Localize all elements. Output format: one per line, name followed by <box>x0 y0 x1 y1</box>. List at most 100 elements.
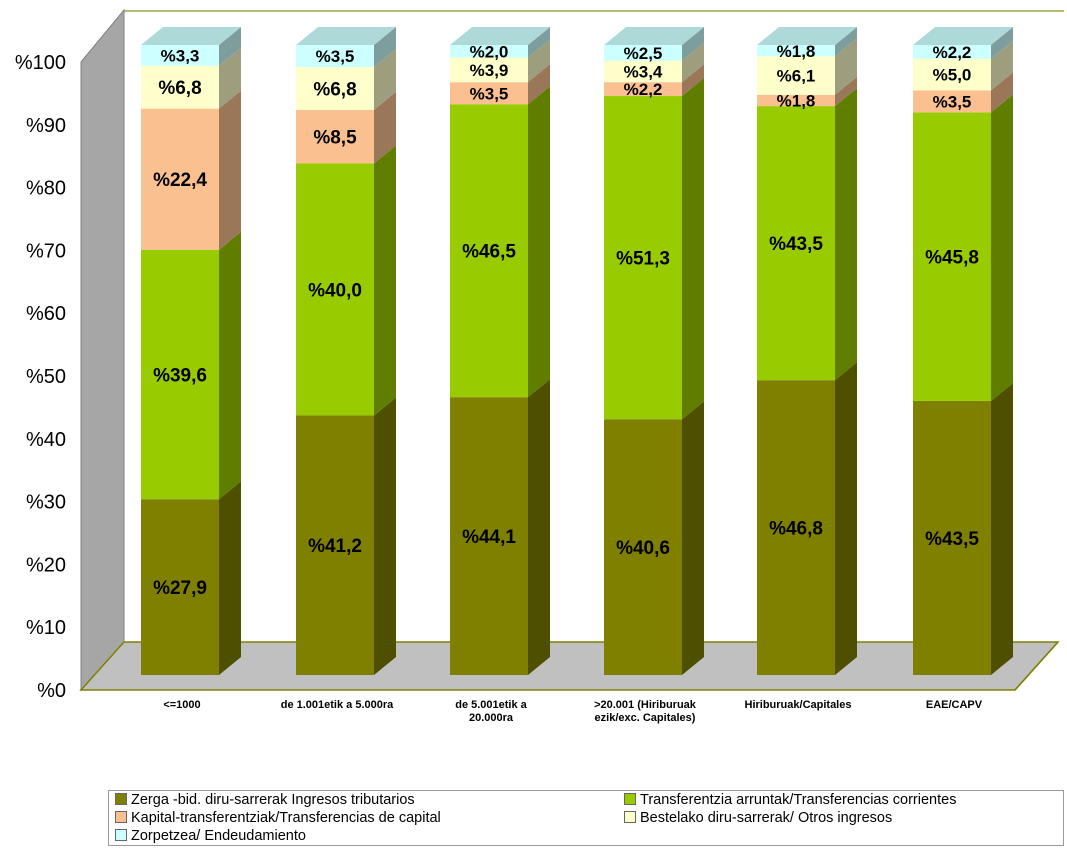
bar-front-face <box>604 45 682 61</box>
bar-front-face <box>604 82 682 97</box>
bar-segment <box>757 27 857 57</box>
bar-side-face <box>219 47 241 109</box>
data-label: %6,1 <box>777 67 816 86</box>
legend-item-transferencias-corrientes: Transferentzia arruntak/Transferencias c… <box>624 792 956 809</box>
bar-front-face <box>913 90 991 113</box>
bar-side-face <box>682 78 704 420</box>
bar-side-face <box>219 481 241 675</box>
bar-front-face <box>604 96 682 420</box>
bar-front-face <box>913 58 991 91</box>
bar-segment <box>913 40 1013 91</box>
bar-side-face <box>528 86 550 398</box>
category-label: de 5.001etik a <box>455 699 527 711</box>
data-label: %40,0 <box>308 280 362 301</box>
data-label: %6,8 <box>158 78 201 99</box>
category-label: 20.000ra <box>469 712 514 724</box>
bar-segment <box>604 78 704 420</box>
data-label: %44,1 <box>462 527 516 548</box>
bar-front-face <box>604 60 682 83</box>
legend-label: Bestelako diru-sarrerak/ Otros ingresos <box>640 810 893 826</box>
bar-front-face <box>913 112 991 401</box>
bar-side-face <box>374 27 396 68</box>
bar-side-face <box>682 401 704 675</box>
bar-side-face <box>991 27 1013 59</box>
legend-label: Transferentzia arruntak/Transferencias c… <box>640 792 957 808</box>
bar-top-face <box>296 27 396 45</box>
data-label: %27,9 <box>153 578 207 599</box>
bar-segment <box>141 47 241 109</box>
bar-segment <box>604 64 704 97</box>
bar-side-face <box>835 38 857 95</box>
data-label: %45,8 <box>925 248 979 269</box>
category-label: Hiriburuak/Capitales <box>745 699 852 711</box>
bar-side-face <box>835 362 857 675</box>
bar-segment <box>913 72 1013 113</box>
bar-segment <box>757 362 857 675</box>
bar-segment <box>450 86 550 398</box>
bar-side-face <box>835 27 857 57</box>
bar-side-face <box>528 39 550 83</box>
bar-front-face <box>450 57 528 83</box>
bar-side-face <box>991 94 1013 401</box>
category-label: <=1000 <box>163 699 200 711</box>
y-tick-label: %70 <box>26 240 66 262</box>
bar-segment <box>757 76 857 107</box>
bar-top-face <box>757 27 857 45</box>
category-labels: <=1000 de 1.001etik a 5.000ra de 5.001etik… <box>163 699 982 724</box>
bar-segment <box>604 42 704 83</box>
bar-segment <box>296 27 396 68</box>
y-tick-label: %80 <box>26 178 66 200</box>
category-label: ezik/exc. Capitales) <box>595 712 696 724</box>
bar-segment <box>450 39 550 83</box>
bar-side-face <box>219 27 241 66</box>
data-label: %1,8 <box>777 92 816 111</box>
data-label: %1,8 <box>777 42 816 61</box>
bar-front-face <box>913 400 991 675</box>
bar-segment <box>450 379 550 675</box>
bar-top-face <box>450 27 550 45</box>
bar-segment <box>450 64 550 105</box>
data-label: %6,8 <box>313 79 356 100</box>
bar-side-face <box>991 72 1013 113</box>
data-label: %51,3 <box>616 248 670 269</box>
legend-swatch <box>624 793 636 805</box>
data-label: %46,8 <box>769 518 823 539</box>
bar-side-face <box>991 382 1013 675</box>
bar-side-face <box>219 231 241 500</box>
legend-label: Zorpetzea/ Endeudamiento <box>131 828 306 844</box>
bar-side-face <box>991 40 1013 91</box>
legend-swatch <box>115 829 127 841</box>
bar-front-face <box>757 45 835 57</box>
bar-segment <box>757 38 857 95</box>
bar-side-face <box>374 397 396 675</box>
data-label: %43,5 <box>769 234 823 255</box>
bar-segment <box>141 231 241 500</box>
bar-front-face <box>296 415 374 675</box>
y-tick-label: %20 <box>26 554 66 576</box>
y-tick-label: %30 <box>26 492 66 514</box>
legend-item-tributarios: Zerga -bid. diru-sarrerak Ingresos tribu… <box>115 792 415 809</box>
floor-right-edge <box>1014 641 1059 691</box>
y-tick-label: %50 <box>26 366 66 388</box>
bar-top-face <box>913 27 1013 45</box>
stacked-bar-chart: %0 %10 %20 %30 %40 %50 %60 %70 %80 %90 %100 %27,9%… <box>15 8 1064 724</box>
bar-segment <box>296 145 396 416</box>
legend-item-otros-ingresos: Bestelako diru-sarrerak/ Otros ingresos <box>624 810 892 827</box>
bar-top-face <box>141 27 241 45</box>
bar-segment <box>913 94 1013 401</box>
legend-item-endeudamiento: Zorpetzea/ Endeudamiento <box>115 828 306 845</box>
bar-segment <box>913 27 1013 59</box>
bar-front-face <box>450 104 528 398</box>
data-label: %46,5 <box>462 242 516 263</box>
bar-front-face <box>296 163 374 416</box>
y-tick-label: %100 <box>15 52 66 74</box>
legend-item-transferencias-capital: Kapital-transferentziak/Transferencias d… <box>115 810 441 827</box>
bar-front-face <box>141 249 219 500</box>
data-label: %22,4 <box>153 170 207 191</box>
bar-segment <box>296 49 396 110</box>
bar-side-face <box>374 49 396 110</box>
data-label: %39,6 <box>153 365 207 386</box>
bar-segment <box>296 91 396 164</box>
bar-segment <box>141 481 241 675</box>
bar-side-face <box>682 64 704 97</box>
